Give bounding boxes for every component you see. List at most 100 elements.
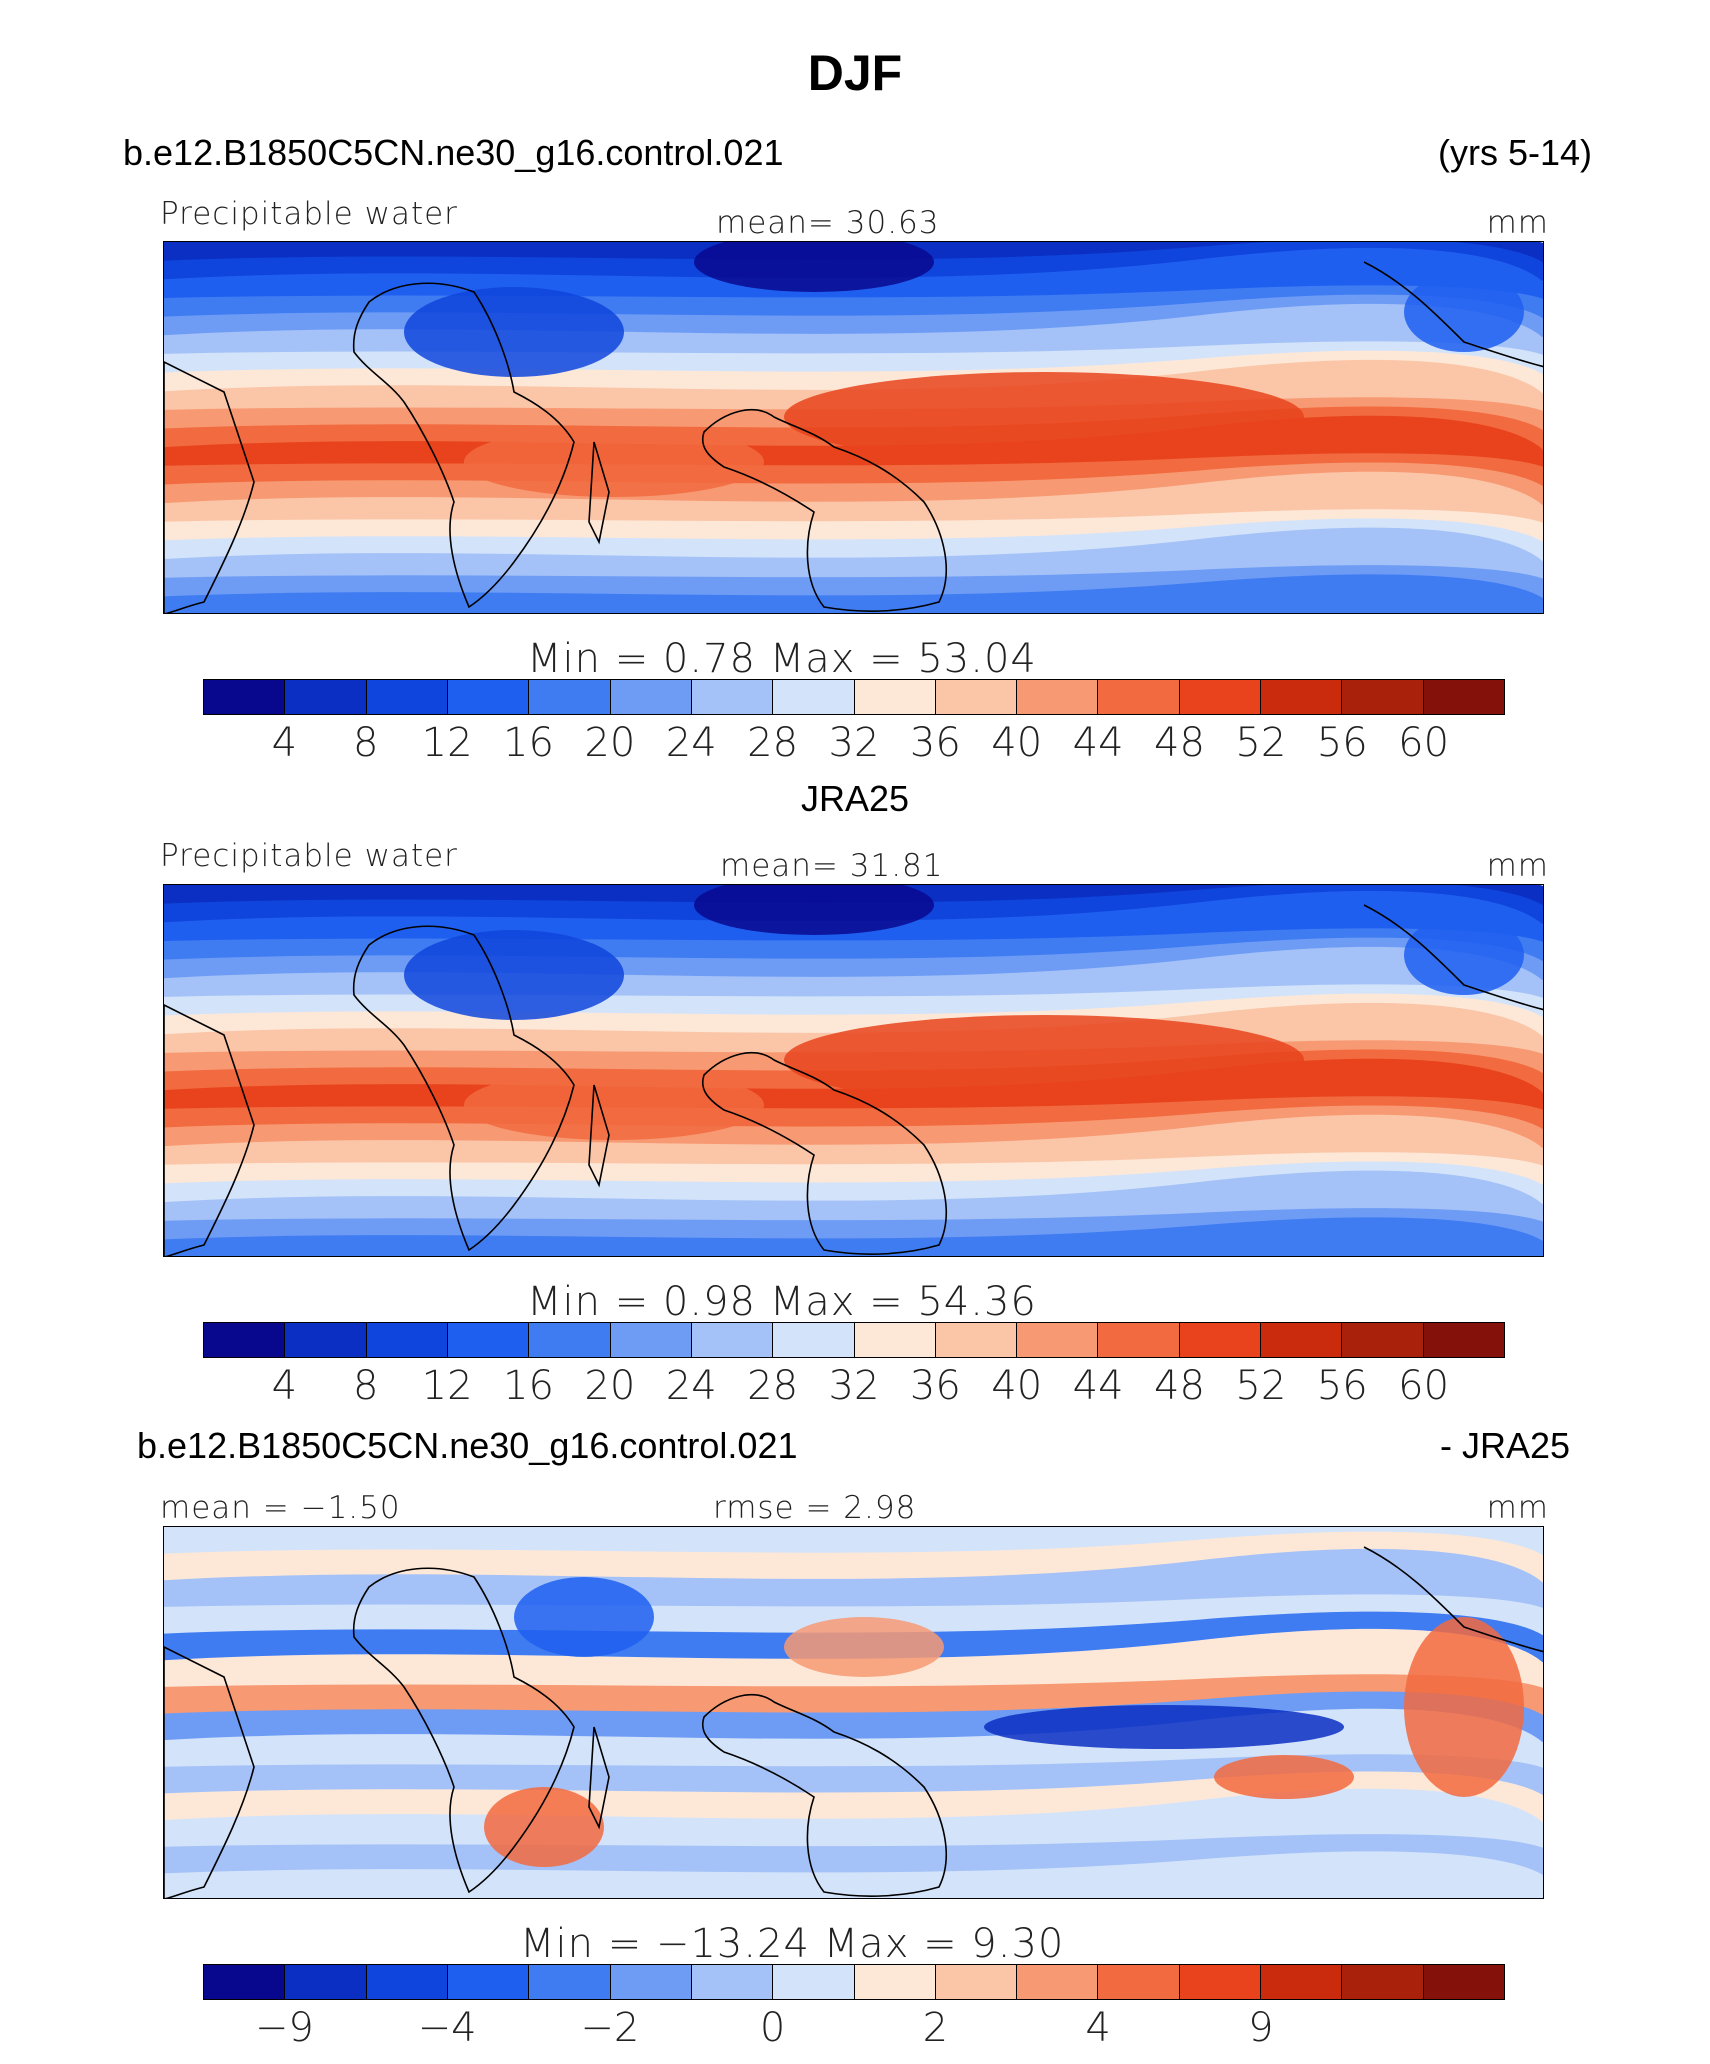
colorbar-swatch xyxy=(1017,1323,1099,1357)
colorbar-swatch xyxy=(1423,1323,1504,1357)
colorbar-tick-label: 20 xyxy=(584,1363,636,1409)
coastline xyxy=(588,1726,610,1830)
colorbar-tick-label: 12 xyxy=(421,720,473,766)
colorbar-tick-label: 36 xyxy=(909,720,961,766)
colorbar-swatch xyxy=(204,1323,286,1357)
contour-feature xyxy=(464,1070,764,1140)
panel3-case-name: b.e12.B1850C5CN.ne30_g16.control.021 xyxy=(137,1425,798,1466)
panel2-map-svg xyxy=(164,885,1543,1256)
colorbar-swatch xyxy=(610,1965,692,1999)
colorbar-swatch xyxy=(1261,680,1343,714)
panel3-mean-label: mean = −1.50 xyxy=(160,1490,401,1526)
colorbar-tick-label: 2 xyxy=(922,2005,949,2051)
contour-band xyxy=(164,574,1543,613)
colorbar-swatch xyxy=(447,680,530,714)
contour-band xyxy=(164,527,1543,580)
contour-feature xyxy=(1404,1617,1524,1797)
coastline xyxy=(352,925,575,1252)
colorbar-swatch xyxy=(1017,1965,1099,1999)
panel1-variable-label: Precipitable water xyxy=(160,196,458,232)
colorbar-tick-label: 40 xyxy=(991,720,1043,766)
colorbar-tick-label: 28 xyxy=(747,720,799,766)
colorbar-tick-label: 60 xyxy=(1398,720,1450,766)
colorbar-swatch xyxy=(1261,1323,1343,1357)
colorbar-tick-label: 8 xyxy=(353,1363,379,1409)
contour-band xyxy=(164,1851,1543,1898)
colorbar-tick-label: −2 xyxy=(580,2005,640,2051)
coastline xyxy=(702,1694,947,1897)
panel2-minmax: Min = 0.98 Max = 54.36 xyxy=(527,1279,1037,1325)
coastline xyxy=(1363,904,1543,1011)
contour-band xyxy=(164,248,1543,300)
colorbar-tick-label: 60 xyxy=(1398,1363,1450,1409)
contour-feature xyxy=(464,427,764,497)
colorbar-tick-label: 24 xyxy=(665,720,717,766)
coastline xyxy=(164,361,255,613)
colorbar-tick-label: 40 xyxy=(991,1363,1043,1409)
contour-feature xyxy=(1214,1755,1354,1799)
colorbar-swatch xyxy=(935,680,1018,714)
colorbar-tick-label: 4 xyxy=(271,1363,298,1409)
colorbar-swatch xyxy=(1179,1965,1262,1999)
colorbar-swatch xyxy=(285,1323,367,1357)
colorbar-swatch xyxy=(1017,680,1099,714)
colorbar-swatch xyxy=(529,680,611,714)
panel2-map xyxy=(163,884,1544,1257)
coastline xyxy=(164,1646,255,1898)
panel3-map-svg xyxy=(164,1527,1543,1898)
colorbar-swatch xyxy=(854,680,936,714)
colorbar-swatch xyxy=(1098,1323,1180,1357)
panel1-units-label: mm xyxy=(1486,205,1549,241)
colorbar-tick-label: 20 xyxy=(584,720,636,766)
coastline xyxy=(702,409,947,612)
coastline xyxy=(702,1052,947,1255)
contour-feature xyxy=(694,885,934,935)
colorbar-swatch xyxy=(610,1323,692,1357)
colorbar-swatch xyxy=(854,1323,936,1357)
colorbar-tick-label: 48 xyxy=(1154,1363,1205,1409)
colorbar-swatch xyxy=(773,1965,855,1999)
colorbar-swatch xyxy=(610,680,692,714)
colorbar-swatch xyxy=(204,1965,286,1999)
colorbar-tick-label: 56 xyxy=(1316,1363,1368,1409)
colorbar-tick-label: 24 xyxy=(665,1363,717,1409)
panel1-years-label: (yrs 5-14) xyxy=(1437,132,1592,173)
panel1-colorbar xyxy=(203,679,1505,715)
colorbar-swatch xyxy=(1342,1323,1424,1357)
colorbar-swatch xyxy=(854,1965,936,1999)
colorbar-tick-label: 36 xyxy=(909,1363,961,1409)
colorbar-tick-label: 32 xyxy=(828,720,880,766)
panel1-case-name: b.e12.B1850C5CN.ne30_g16.control.021 xyxy=(123,132,784,173)
contour-feature xyxy=(514,1577,654,1657)
panel2-mean-label: mean= 31.81 xyxy=(720,848,944,884)
colorbar-swatch xyxy=(691,680,774,714)
contour-band xyxy=(164,1217,1543,1256)
figure-title: DJF xyxy=(807,45,903,101)
panel3-diff-label: - JRA25 xyxy=(1439,1425,1570,1466)
colorbar-tick-label: 9 xyxy=(1248,2005,1274,2051)
colorbar-swatch xyxy=(773,680,855,714)
colorbar-tick-label: 44 xyxy=(1072,720,1124,766)
contour-feature xyxy=(484,1787,604,1867)
colorbar-tick-label: 4 xyxy=(271,720,298,766)
colorbar-tick-label: 12 xyxy=(421,1363,473,1409)
panel1-minmax: Min = 0.78 Max = 53.04 xyxy=(527,636,1037,682)
colorbar-swatch xyxy=(1342,1965,1424,1999)
colorbar-swatch xyxy=(447,1323,530,1357)
contour-band xyxy=(164,1114,1543,1167)
colorbar-swatch xyxy=(691,1323,774,1357)
contour-feature xyxy=(984,1705,1344,1749)
colorbar-swatch xyxy=(1423,680,1504,714)
colorbar-swatch xyxy=(366,1323,448,1357)
colorbar-tick-label: 56 xyxy=(1316,720,1368,766)
colorbar-swatch xyxy=(1423,1965,1504,1999)
coastline xyxy=(588,441,610,545)
contour-feature xyxy=(784,1015,1304,1105)
colorbar-tick-label: 52 xyxy=(1235,720,1287,766)
colorbar-swatch xyxy=(691,1965,774,1999)
panel3-rmse-label: rmse = 2.98 xyxy=(713,1490,917,1526)
colorbar-swatch xyxy=(285,680,367,714)
contour-band xyxy=(164,1170,1543,1223)
panel2-variable-label: Precipitable water xyxy=(160,838,458,874)
colorbar-tick-label: 48 xyxy=(1154,720,1205,766)
